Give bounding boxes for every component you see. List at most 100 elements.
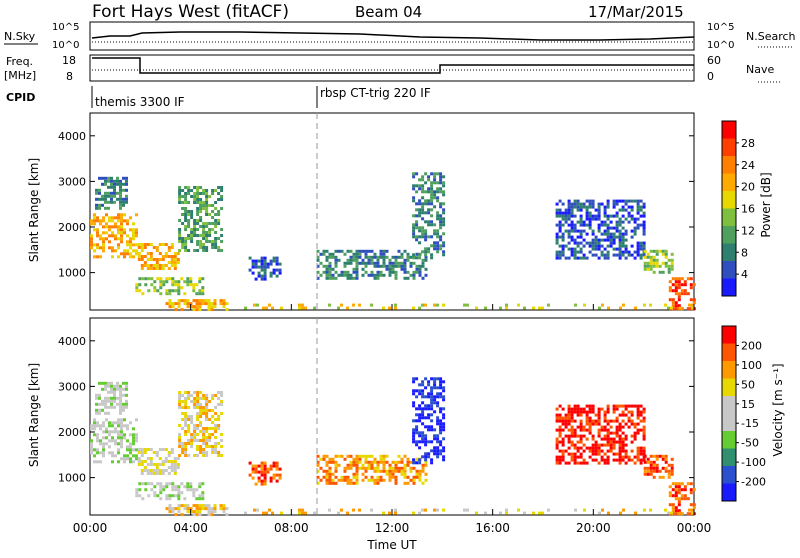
- data-cell: [630, 217, 634, 221]
- data-cell: [388, 475, 392, 479]
- data-cell: [301, 303, 304, 307]
- data-cell: [594, 458, 598, 462]
- data-cell: [195, 513, 199, 517]
- data-cell: [691, 303, 694, 307]
- data-cell: [686, 497, 690, 501]
- data-cell: [421, 187, 425, 191]
- colorbar-tick-label: -200: [741, 476, 766, 489]
- data-cell: [364, 270, 368, 274]
- data-cell: [125, 405, 128, 409]
- data-cell: [343, 264, 347, 268]
- data-cell: [442, 250, 446, 254]
- data-cell: [686, 512, 690, 516]
- data-cell: [220, 189, 224, 192]
- data-cell: [135, 249, 138, 253]
- data-cell: [178, 219, 182, 222]
- data-cell: [343, 478, 347, 482]
- data-cell: [582, 253, 586, 257]
- data-cell: [129, 246, 132, 250]
- data-cell: [633, 220, 637, 224]
- data-cell: [140, 258, 144, 261]
- data-cell: [424, 220, 428, 224]
- y-tick-label: 4000: [58, 335, 86, 348]
- data-cell: [120, 234, 123, 238]
- data-cell: [158, 457, 162, 460]
- data-cell: [385, 460, 389, 464]
- data-cell: [196, 418, 200, 421]
- data-cell: [108, 246, 111, 250]
- data-cell: [116, 179, 119, 183]
- data-cell: [334, 261, 338, 265]
- nave-tick-high: 60: [707, 54, 721, 67]
- data-cell: [606, 226, 610, 230]
- data-cell: [418, 235, 422, 239]
- data-cell: [187, 186, 191, 189]
- data-cell: [198, 292, 202, 296]
- data-cell: [555, 256, 559, 260]
- data-cell: [649, 466, 653, 470]
- data-cell: [436, 211, 440, 215]
- data-cell: [222, 504, 226, 508]
- data-cell: [597, 443, 601, 447]
- data-cell: [624, 250, 628, 254]
- data-cell: [622, 303, 625, 307]
- data-cell: [316, 475, 320, 479]
- data-cell: [334, 454, 338, 458]
- data-cell: [597, 434, 601, 438]
- data-cell: [424, 478, 428, 482]
- data-cell: [192, 504, 196, 508]
- data-cell: [570, 247, 574, 251]
- data-cell: [195, 305, 199, 309]
- data-cell: [558, 461, 562, 465]
- data-cell: [132, 436, 135, 440]
- data-cell: [96, 433, 99, 437]
- data-cell: [597, 238, 601, 242]
- data-cell: [382, 463, 386, 467]
- data-cell: [301, 508, 304, 512]
- data-cell: [192, 289, 196, 293]
- data-cell: [181, 243, 185, 246]
- data-cell: [361, 258, 365, 262]
- data-cell: [427, 428, 431, 432]
- data-cell: [547, 303, 550, 307]
- data-cell: [570, 208, 574, 212]
- data-cell: [661, 454, 665, 458]
- data-cell: [178, 442, 182, 445]
- data-cell: [90, 445, 93, 449]
- data-cell: [606, 437, 610, 441]
- data-cell: [205, 427, 209, 430]
- data-cell: [427, 175, 431, 179]
- data-cell: [220, 207, 224, 210]
- data-cell: [523, 511, 526, 515]
- data-cell: [125, 402, 128, 406]
- data-cell: [140, 469, 144, 472]
- data-cell: [325, 472, 329, 476]
- data-cell: [110, 381, 113, 385]
- data-cell: [376, 255, 380, 259]
- data-cell: [439, 181, 443, 185]
- data-cell: [439, 419, 443, 423]
- data-cell: [606, 458, 610, 462]
- data-cell: [111, 460, 114, 464]
- data-cell: [612, 199, 616, 203]
- data-cell: [199, 216, 203, 219]
- data-cell: [646, 469, 650, 473]
- data-cell: [272, 476, 276, 480]
- freq-panel: Freq. [MHz] 18 8 60 0 Nave: [4, 54, 780, 83]
- data-cell: [643, 454, 647, 458]
- freq-label-line2: [MHz]: [4, 69, 36, 82]
- data-cell: [119, 188, 122, 192]
- data-cell: [424, 235, 428, 239]
- data-cell: [532, 511, 535, 515]
- data-cell: [193, 234, 197, 237]
- data-cell: [567, 434, 571, 438]
- data-cell: [594, 413, 598, 417]
- data-cell: [394, 469, 398, 473]
- data-cell: [561, 452, 565, 456]
- data-cell: [421, 481, 425, 485]
- data-cell: [105, 442, 108, 446]
- data-cell: [340, 303, 343, 307]
- data-cell: [561, 235, 565, 239]
- data-cell: [415, 208, 419, 212]
- data-cell: [430, 392, 434, 396]
